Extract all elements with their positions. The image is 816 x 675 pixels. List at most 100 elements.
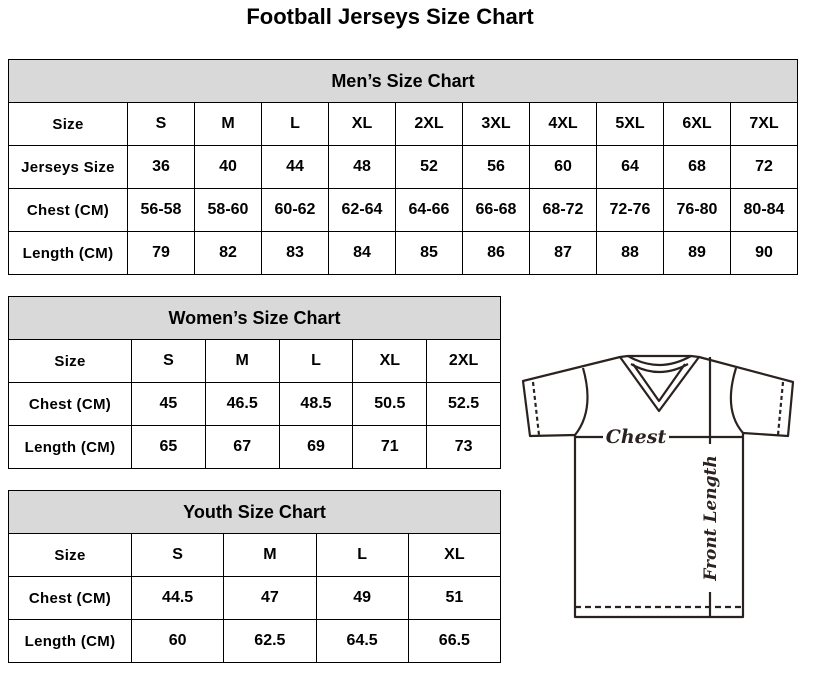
table-cell: 66.5 xyxy=(407,619,502,663)
table-cell: 90 xyxy=(730,231,798,275)
row-label: Length (CM) xyxy=(8,425,132,469)
table-cell: 44.5 xyxy=(130,576,225,620)
page-title: Football Jerseys Size Chart xyxy=(246,4,534,29)
table-cell: 72-76 xyxy=(596,188,664,232)
table-cell: 84 xyxy=(328,231,396,275)
table-row: Size S M L XL 2XL 3XL 4XL 5XL 6XL 7XL xyxy=(8,102,798,146)
chest-label: Chest xyxy=(606,426,667,448)
women-table-heading: Women’s Size Chart xyxy=(8,296,501,340)
row-label: Size xyxy=(8,339,132,383)
table-row: Jerseys Size 36 40 44 48 52 56 60 64 68 72 xyxy=(8,145,798,189)
table-cell: 62.5 xyxy=(223,619,317,663)
table-cell: 46.5 xyxy=(204,382,280,426)
v-neck xyxy=(619,356,700,413)
row-label: Length (CM) xyxy=(8,231,128,275)
table-cell: 56 xyxy=(462,145,530,189)
collar-arc-inner xyxy=(630,363,689,374)
table-row: Chest (CM) 56-58 58-60 60-62 62-64 64-66 66-68… xyxy=(8,188,798,232)
table-row: Size S M L XL xyxy=(8,533,502,577)
row-label: Chest (CM) xyxy=(8,382,132,426)
table-cell: 80-84 xyxy=(730,188,798,232)
jersey-outline xyxy=(521,354,795,619)
table-cell: 52.5 xyxy=(426,382,501,426)
table-cell: 50.5 xyxy=(352,382,428,426)
row-label: Chest (CM) xyxy=(8,188,128,232)
men-table-heading: Men’s Size Chart xyxy=(8,59,798,103)
table-cell: S xyxy=(130,533,225,577)
table-row: Length (CM) 79 82 83 84 85 86 87 88 89 90 xyxy=(8,231,798,275)
youth-table-heading: Youth Size Chart xyxy=(8,490,501,534)
table-cell: 44 xyxy=(261,145,329,189)
table-cell: 89 xyxy=(663,231,731,275)
table-cell: 64-66 xyxy=(395,188,463,232)
left-arm-seam xyxy=(574,367,589,436)
left-sleeve-hem xyxy=(531,381,541,436)
table-cell: M xyxy=(194,102,262,146)
table-cell: 51 xyxy=(407,576,502,620)
table-cell: 40 xyxy=(194,145,262,189)
table-cell: 66-68 xyxy=(462,188,530,232)
table-cell: 62-64 xyxy=(328,188,396,232)
table-cell: 79 xyxy=(127,231,195,275)
table-cell: 68-72 xyxy=(529,188,597,232)
table-cell: 60 xyxy=(529,145,597,189)
row-label: Length (CM) xyxy=(8,619,132,663)
table-cell: XL xyxy=(407,533,502,577)
table-cell: S xyxy=(131,339,206,383)
table-cell: 48 xyxy=(328,145,396,189)
table-cell: M xyxy=(204,339,280,383)
table-cell: 69 xyxy=(278,425,354,469)
table-cell: 65 xyxy=(131,425,206,469)
table-cell: 60-62 xyxy=(261,188,329,232)
table-cell: 71 xyxy=(352,425,428,469)
v-neck-inner xyxy=(632,363,686,403)
table-cell: 72 xyxy=(730,145,798,189)
table-cell: 45 xyxy=(131,382,206,426)
row-label: Size xyxy=(8,102,128,146)
right-sleeve-hem xyxy=(776,381,785,436)
table-cell: 73 xyxy=(426,425,501,469)
table-cell: S xyxy=(127,102,195,146)
row-label: Chest (CM) xyxy=(8,576,132,620)
table-row: Chest (CM) 45 46.5 48.5 50.5 52.5 xyxy=(8,382,501,426)
row-label: Size xyxy=(8,533,132,577)
table-row: Chest (CM) 44.5 47 49 51 xyxy=(8,576,502,620)
table-cell: 4XL xyxy=(529,102,597,146)
table-cell: M xyxy=(223,533,317,577)
table-cell: 83 xyxy=(261,231,329,275)
youth-size-table: Youth Size Chart Size S M L XL Chest (CM) 44.5 4… xyxy=(8,490,502,663)
front-length-label: Front Length xyxy=(701,455,721,581)
table-cell: XL xyxy=(352,339,428,383)
table-cell: 64.5 xyxy=(315,619,409,663)
table-cell: 88 xyxy=(596,231,664,275)
table-cell: 87 xyxy=(529,231,597,275)
table-cell: 76-80 xyxy=(663,188,731,232)
table-cell: 86 xyxy=(462,231,530,275)
table-cell: 5XL xyxy=(596,102,664,146)
table-cell: 52 xyxy=(395,145,463,189)
table-cell: 58-60 xyxy=(194,188,262,232)
table-cell: 47 xyxy=(223,576,317,620)
table-cell: L xyxy=(315,533,409,577)
table-cell: 7XL xyxy=(730,102,798,146)
collar-arc xyxy=(627,355,692,366)
table-row: Size S M L XL 2XL xyxy=(8,339,501,383)
table-cell: 2XL xyxy=(426,339,501,383)
table-cell: 6XL xyxy=(663,102,731,146)
table-cell: 68 xyxy=(663,145,731,189)
womens-size-table: Women’s Size Chart Size S M L XL 2XL Chest (CM)… xyxy=(8,296,501,469)
jersey-diagram: Chest Front Length xyxy=(521,354,795,619)
table-cell: 56-58 xyxy=(127,188,195,232)
right-arm-seam xyxy=(729,367,744,434)
table-cell: 2XL xyxy=(395,102,463,146)
table-cell: 48.5 xyxy=(278,382,354,426)
table-cell: 67 xyxy=(204,425,280,469)
table-cell: 3XL xyxy=(462,102,530,146)
table-cell: 60 xyxy=(130,619,225,663)
table-row: Length (CM) 65 67 69 71 73 xyxy=(8,425,501,469)
table-cell: 82 xyxy=(194,231,262,275)
table-cell: 36 xyxy=(127,145,195,189)
mens-size-table: Men’s Size Chart Size S M L XL 2XL 3XL 4XL 5XL 6XL… xyxy=(8,59,798,275)
row-label: Jerseys Size xyxy=(8,145,128,189)
table-cell: 85 xyxy=(395,231,463,275)
